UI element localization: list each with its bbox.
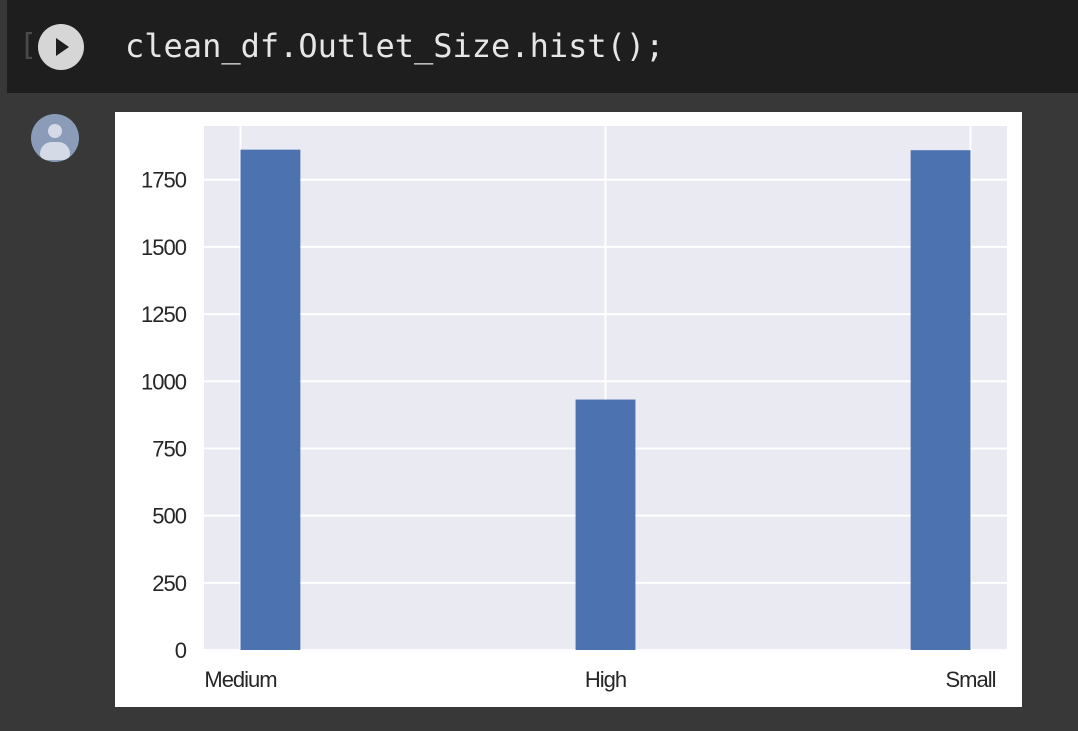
y-tick-label-4: 1000 bbox=[141, 369, 187, 394]
y-tick-label-5: 1250 bbox=[141, 302, 187, 327]
bar-high bbox=[575, 399, 636, 650]
bar-medium bbox=[240, 149, 301, 650]
bars bbox=[240, 149, 971, 650]
y-tick-label-7: 1750 bbox=[141, 168, 187, 193]
avatar-shoulders bbox=[40, 142, 70, 160]
x-tick-label-high: High bbox=[585, 667, 626, 692]
histogram-chart: 0 250 500 750 1000 1250 1500 1750 Medium High Sma… bbox=[141, 126, 1007, 692]
x-tick-labels: Medium High Small bbox=[204, 667, 996, 692]
user-avatar-icon bbox=[31, 114, 79, 162]
code-editor-line[interactable]: clean_df.Outlet_Size.hist(); bbox=[125, 27, 665, 65]
x-tick-label-small: Small bbox=[945, 667, 995, 692]
y-tick-label-2: 500 bbox=[152, 504, 186, 529]
cell-output: 0 250 500 750 1000 1250 1500 1750 Medium High Sma… bbox=[115, 112, 1022, 707]
run-cell-button[interactable] bbox=[38, 24, 84, 70]
y-tick-label-6: 1500 bbox=[141, 235, 187, 260]
code-cell[interactable]: [ ] clean_df.Outlet_Size.hist(); bbox=[7, 0, 1078, 93]
y-tick-label-3: 750 bbox=[152, 436, 186, 461]
play-icon bbox=[56, 38, 69, 56]
bar-small bbox=[910, 150, 971, 650]
avatar-head bbox=[48, 124, 62, 138]
x-tick-label-medium: Medium bbox=[204, 667, 276, 692]
y-tick-label-1: 250 bbox=[152, 571, 186, 596]
y-tick-labels: 0 250 500 750 1000 1250 1500 1750 bbox=[141, 168, 188, 663]
y-tick-label-0: 0 bbox=[175, 638, 187, 663]
